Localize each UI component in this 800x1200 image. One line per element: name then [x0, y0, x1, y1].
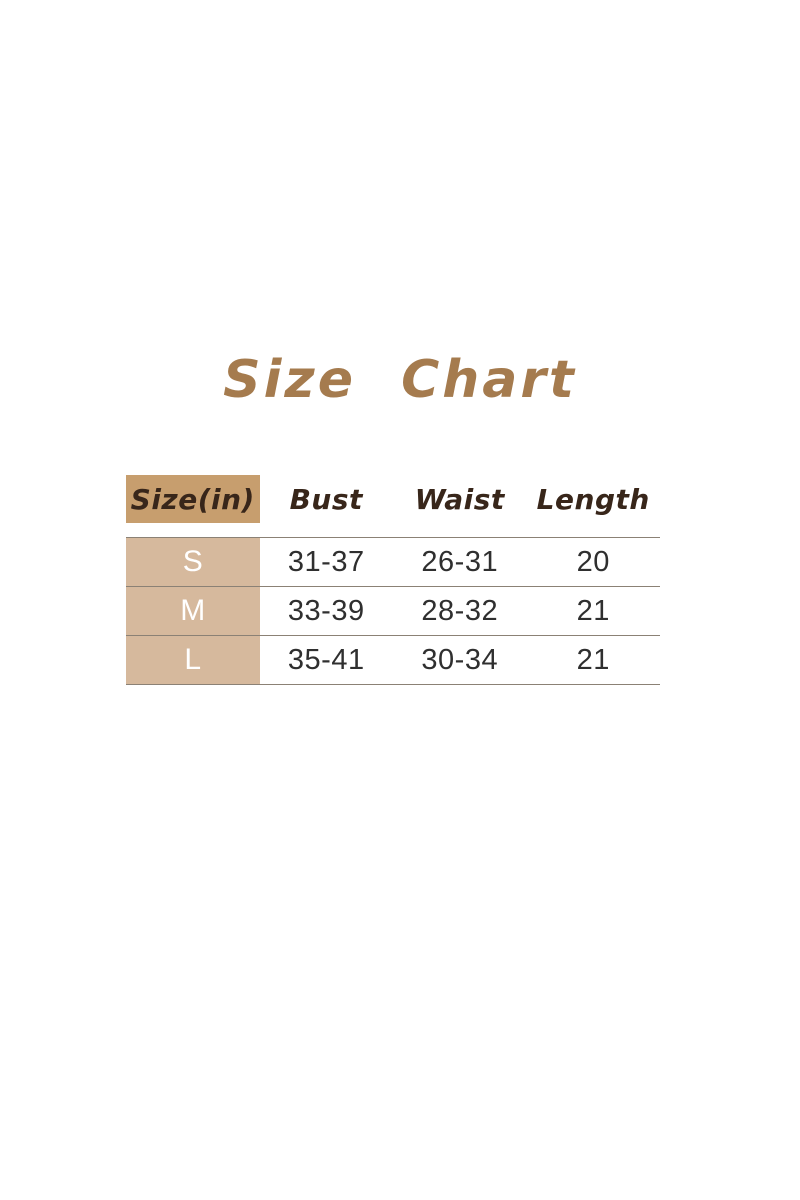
table-header-row: Size(in) Bust Waist Length: [126, 475, 660, 523]
waist-value: 26-31: [421, 545, 499, 578]
bust-value: 33-39: [287, 594, 365, 627]
bust-value: 35-41: [287, 643, 365, 676]
size-label: M: [126, 587, 260, 635]
table-body: S 31-37 26-31 20 M 33-39 28-32 21 L 35-4…: [126, 537, 660, 685]
size-label: L: [126, 636, 260, 684]
length-value: 20: [576, 545, 610, 578]
size-chart-table: Size(in) Bust Waist Length S 31-37 26-31…: [126, 475, 660, 685]
waist-value: 30-34: [421, 643, 499, 676]
table-row-l: L 35-41 30-34 21: [126, 636, 660, 685]
length-value: 21: [576, 643, 610, 676]
header-cell-length: Length: [536, 482, 650, 516]
header-cell-size: Size(in): [126, 475, 260, 523]
header-cell-bust: Bust: [289, 482, 363, 516]
page-title: Size Chart: [223, 350, 577, 410]
table-row-s: S 31-37 26-31 20: [126, 538, 660, 587]
table-row-m: M 33-39 28-32 21: [126, 587, 660, 636]
header-cell-waist: Waist: [414, 482, 505, 516]
length-value: 21: [576, 594, 610, 627]
waist-value: 28-32: [421, 594, 499, 627]
size-label: S: [126, 538, 260, 586]
bust-value: 31-37: [287, 545, 365, 578]
